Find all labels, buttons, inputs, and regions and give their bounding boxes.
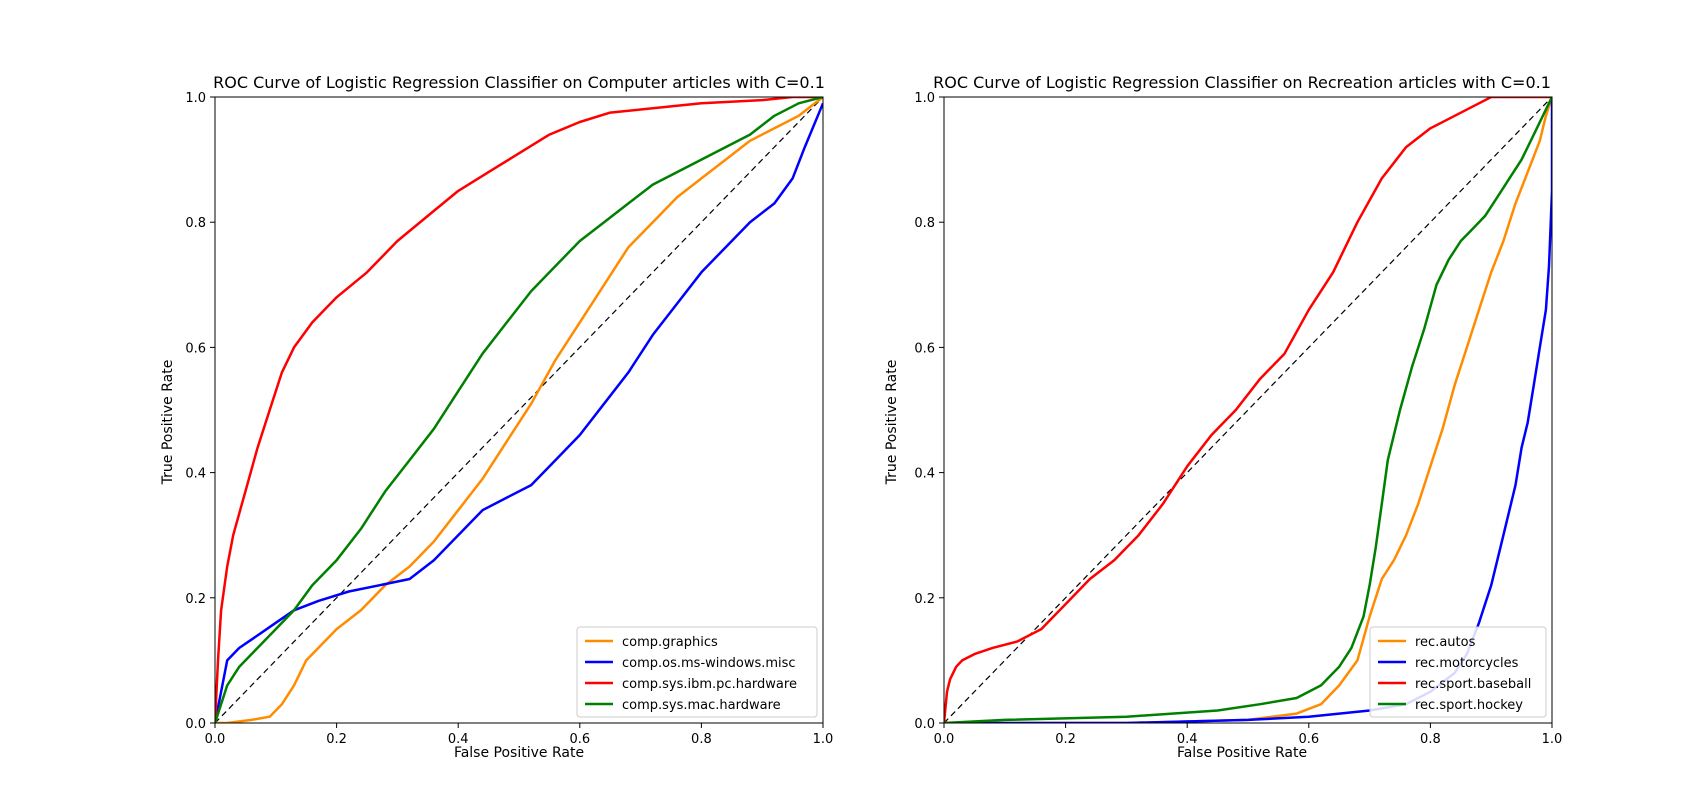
y-axis-label: True Positive Rate: [160, 360, 176, 486]
y-tick-label: 0.6: [185, 341, 206, 356]
roc-chart-computer: ROC Curve of Logistic Regression Classif…: [160, 73, 833, 761]
y-tick-label: 0.0: [185, 717, 206, 732]
series-line-rec-autos: [944, 97, 1552, 723]
series-group: [944, 97, 1552, 723]
legend-label: comp.graphics: [622, 635, 718, 650]
legend-label: rec.sport.hockey: [1415, 698, 1523, 713]
series-line-comp-sys-mac-hardware: [215, 97, 823, 723]
y-tick-label: 0.4: [914, 467, 935, 482]
y-tick-label: 0.0: [914, 717, 935, 732]
y-tick-label: 0.8: [185, 216, 206, 231]
y-tick-label: 0.4: [185, 467, 206, 482]
diagonal-reference-line: [943, 96, 1553, 724]
series-line-comp-os-ms-windows-misc: [215, 102, 823, 723]
x-tick-label: 0.6: [569, 732, 590, 747]
legend-box: [1369, 626, 1547, 718]
legend-label: rec.sport.baseball: [1415, 677, 1531, 692]
x-tick-label: 0.2: [1055, 732, 1076, 747]
legend: comp.graphics comp.os.ms-windows.misc comp…: [576, 626, 818, 718]
y-tick-label: 1.0: [914, 91, 935, 106]
x-tick-label: 0.0: [205, 732, 226, 747]
x-tick-label: 0.8: [1420, 732, 1441, 747]
legend-label: comp.sys.mac.hardware: [622, 698, 781, 713]
x-axis-label: False Positive Rate: [454, 745, 584, 761]
series-line-comp-graphics: [215, 97, 823, 723]
chart-title: ROC Curve of Logistic Regression Classif…: [213, 73, 825, 92]
y-tick-label: 0.2: [185, 592, 206, 607]
y-axis-label: True Positive Rate: [884, 360, 900, 486]
chart-title: ROC Curve of Logistic Regression Classif…: [933, 73, 1551, 92]
y-tick-label: 0.8: [914, 216, 935, 231]
series-group: [215, 97, 823, 723]
x-tick-label: 1.0: [813, 732, 834, 747]
plot-frame: [214, 96, 824, 724]
x-tick-label: 0.2: [326, 732, 347, 747]
legend-label: comp.os.ms-windows.misc: [622, 656, 796, 671]
series-line-comp-sys-ibm-pc-hardware: [215, 97, 823, 723]
x-tick-label: 0.0: [934, 732, 955, 747]
x-tick-label: 0.4: [448, 732, 469, 747]
legend: rec.autos rec.motorcycles rec.sport.baseba…: [1369, 626, 1547, 718]
y-tick-label: 0.6: [914, 341, 935, 356]
x-tick-label: 1.0: [1542, 732, 1563, 747]
legend-label: rec.motorcycles: [1415, 656, 1519, 671]
series-line-rec-motorcycles: [944, 97, 1552, 723]
x-tick-label: 0.8: [691, 732, 712, 747]
x-axis-label: False Positive Rate: [1177, 745, 1307, 761]
roc-chart-recreation: ROC Curve of Logistic Regression Classif…: [884, 73, 1562, 761]
y-tick-label: 0.2: [914, 592, 935, 607]
plot-frame: [943, 96, 1553, 724]
x-tick-label: 0.6: [1298, 732, 1319, 747]
x-tick-label: 0.4: [1177, 732, 1198, 747]
legend-label: rec.autos: [1415, 635, 1476, 650]
y-tick-label: 1.0: [185, 91, 206, 106]
legend-box: [576, 626, 818, 718]
series-line-rec-sport-baseball: [944, 97, 1552, 723]
legend-label: comp.sys.ibm.pc.hardware: [622, 677, 797, 692]
diagonal-reference-line: [214, 96, 824, 724]
series-line-rec-sport-hockey: [944, 97, 1552, 723]
